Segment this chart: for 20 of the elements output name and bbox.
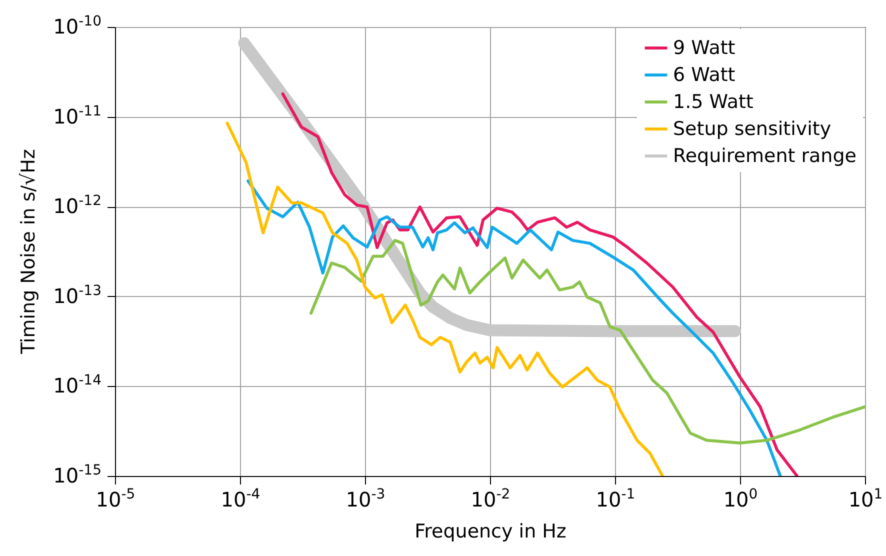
- x-tick-label: 10$^{-4}$: [220, 486, 260, 512]
- legend-label: 9 Watt: [673, 37, 736, 59]
- y-tick-label: 10$^{-14}$: [53, 372, 102, 398]
- legend-label: 1.5 Watt: [673, 91, 754, 113]
- x-tick-label: 10$^{-2}$: [470, 486, 510, 512]
- legend-label: Requirement range: [673, 145, 856, 167]
- y-tick-label: 10$^{-13}$: [53, 282, 102, 308]
- x-axis-title: Frequency in Hz: [414, 520, 566, 542]
- x-tick-label: 10$^{0}$: [723, 486, 758, 512]
- x-tick-label: 10$^{1}$: [848, 486, 883, 512]
- y-tick-label: 10$^{-10}$: [53, 14, 102, 38]
- x-tick-label: 10$^{-5}$: [96, 486, 136, 512]
- x-tick-label: 10$^{-3}$: [346, 486, 386, 512]
- y-tick-label: 10$^{-15}$: [53, 462, 102, 488]
- y-axis-title: Timing Noise in s/√Hz: [18, 148, 40, 356]
- y-tick-label: 10$^{-11}$: [53, 103, 102, 128]
- y-tick-label: 10$^{-12}$: [53, 193, 102, 218]
- x-tick-label: 10$^{-1}$: [596, 486, 636, 512]
- legend-label: 6 Watt: [673, 64, 736, 86]
- legend-label: Setup sensitivity: [673, 118, 832, 140]
